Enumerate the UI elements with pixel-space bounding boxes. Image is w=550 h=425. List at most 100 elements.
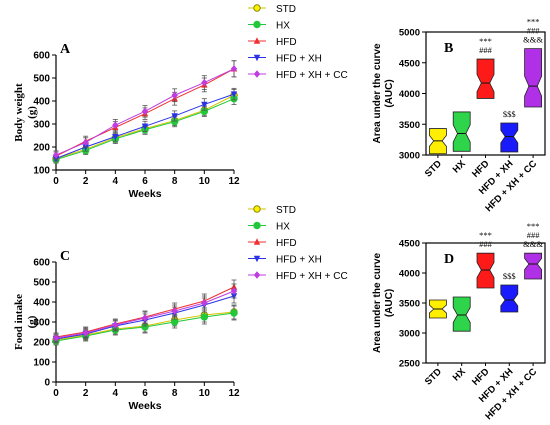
y-axis-label: Area under the curve(AUC)	[372, 253, 395, 353]
legend-label: HFD + XH + CC	[276, 70, 348, 81]
x-tick-label: 12	[228, 388, 240, 399]
y-tick-label: 500	[33, 278, 50, 289]
x-tick-label: 6	[142, 176, 148, 187]
x-tick-label: 2	[83, 176, 89, 187]
data-point	[230, 287, 238, 295]
data-point	[201, 101, 208, 109]
x-tick-label: 8	[172, 176, 178, 187]
y-tick-label: 2500	[399, 359, 420, 370]
series-hfd-xh-cc	[52, 283, 238, 343]
category-label-std: STD	[423, 366, 444, 387]
y-axis-label-line: Area under the curve	[372, 253, 383, 353]
category-label-std: STD	[423, 158, 444, 179]
line-chart-A: 100 200 300 400 500 600 0 2 4 6 8 10 12 Weeks Body wei…	[13, 4, 348, 200]
legend-marker	[253, 4, 261, 12]
box-chart-D: 2500 3000 3500 4000 4500 Area under the curve…	[372, 221, 546, 422]
data-point	[141, 123, 149, 130]
y-tick-label: 3000	[399, 329, 420, 340]
legend-label: HFD + XH + CC	[276, 271, 348, 282]
legend-marker	[253, 238, 261, 245]
legend-marker	[253, 205, 261, 213]
data-point	[112, 121, 119, 129]
panel-label: A	[60, 42, 71, 57]
data-point	[141, 314, 149, 322]
y-axis-label: Area under the curve(AUC)	[372, 43, 395, 143]
y-axis-label-line: Body weight	[13, 83, 25, 142]
y-axis-label: Body weight(g)	[13, 83, 38, 142]
data-point	[200, 313, 209, 321]
legend-marker	[253, 221, 261, 230]
y-tick-label: 200	[33, 338, 50, 349]
data-point	[141, 107, 149, 116]
significance-hfd-xh-cc: &&&	[523, 35, 543, 45]
panel-label: B	[444, 41, 453, 56]
legend-marker	[253, 70, 261, 78]
legend-label: HFD + XH	[276, 54, 322, 65]
significance-hfd: ***	[479, 230, 492, 240]
y-tick-label: 300	[33, 318, 50, 329]
notch-box-hfd-xh-cc	[524, 252, 542, 280]
y-tick-label: 100	[33, 166, 50, 177]
legend-marker	[253, 20, 261, 29]
y-tick-label: 400	[33, 298, 50, 309]
data-point	[52, 334, 60, 342]
series-hfd-xh-cc	[52, 60, 238, 160]
y-tick-label: 0	[44, 378, 50, 389]
legend-label: HFD	[276, 37, 297, 48]
significance-hfd-xh-cc: ###	[527, 230, 541, 240]
legend-label: HX	[276, 21, 290, 32]
y-tick-label: 5000	[399, 28, 420, 39]
x-axis-label: Weeks	[128, 188, 161, 200]
significance-hfd: ***	[479, 36, 492, 46]
notch-box-hx	[452, 111, 471, 152]
legend-marker	[253, 54, 261, 62]
notch-box-hfd-xh	[500, 284, 519, 313]
legend-marker	[253, 271, 261, 279]
category-label-hx: HX	[451, 158, 469, 176]
legend-C: STD HX HFD HFD + XH HFD + XH + CC	[248, 205, 348, 282]
y-axis-label-unit: (AUC)	[384, 79, 395, 107]
x-tick-label: 2	[83, 388, 89, 399]
line-chart-C: 0 100 200 300 400 500 600 0 2 4 6 8 10 12 Weeks Food in…	[13, 205, 348, 412]
y-axis-label-line: Food intake	[13, 294, 25, 350]
y-tick-label: 400	[33, 97, 50, 108]
data-point	[171, 91, 178, 99]
data-point	[112, 133, 119, 141]
data-point	[52, 151, 60, 159]
legend-label: HFD + XH	[276, 255, 322, 266]
y-tick-label: 4000	[399, 89, 420, 100]
legend-marker	[253, 255, 261, 263]
x-tick-label: 4	[113, 388, 119, 399]
x-tick-label: 8	[172, 388, 178, 399]
data-point	[82, 138, 89, 147]
y-axis-label-line: Area under the curve	[372, 43, 383, 143]
x-tick-label: 10	[199, 388, 211, 399]
significance-hfd-xh-cc: ***	[527, 221, 540, 231]
data-point	[171, 113, 178, 120]
y-tick-label: 4500	[399, 58, 420, 69]
notch-box-hfd-xh-cc	[524, 48, 542, 108]
y-axis-label: Food intake(g)	[13, 294, 38, 350]
significance-hfd-xh-cc: ***	[527, 17, 540, 27]
data-point	[112, 321, 119, 329]
x-tick-label: 0	[53, 388, 59, 399]
y-tick-label: 500	[33, 74, 50, 85]
significance-hfd-xh-cc: ###	[527, 26, 541, 36]
y-tick-label: 3000	[399, 151, 420, 162]
x-axis-label: Weeks	[128, 400, 161, 412]
data-point	[201, 78, 208, 87]
notch-box-hx	[452, 296, 471, 332]
data-point	[230, 91, 238, 98]
y-axis-label-unit: (g)	[26, 315, 38, 328]
legend-label: HFD	[276, 238, 297, 249]
legend-label: STD	[276, 4, 296, 15]
legend-marker	[253, 37, 261, 44]
notch-box-hfd	[476, 58, 495, 99]
y-tick-label: 100	[33, 358, 50, 369]
y-axis-label-unit: (AUC)	[384, 289, 395, 317]
legend-label: STD	[276, 205, 296, 216]
x-tick-label: 10	[199, 176, 211, 187]
x-tick-label: 4	[113, 176, 119, 187]
y-tick-label: 200	[33, 143, 50, 154]
